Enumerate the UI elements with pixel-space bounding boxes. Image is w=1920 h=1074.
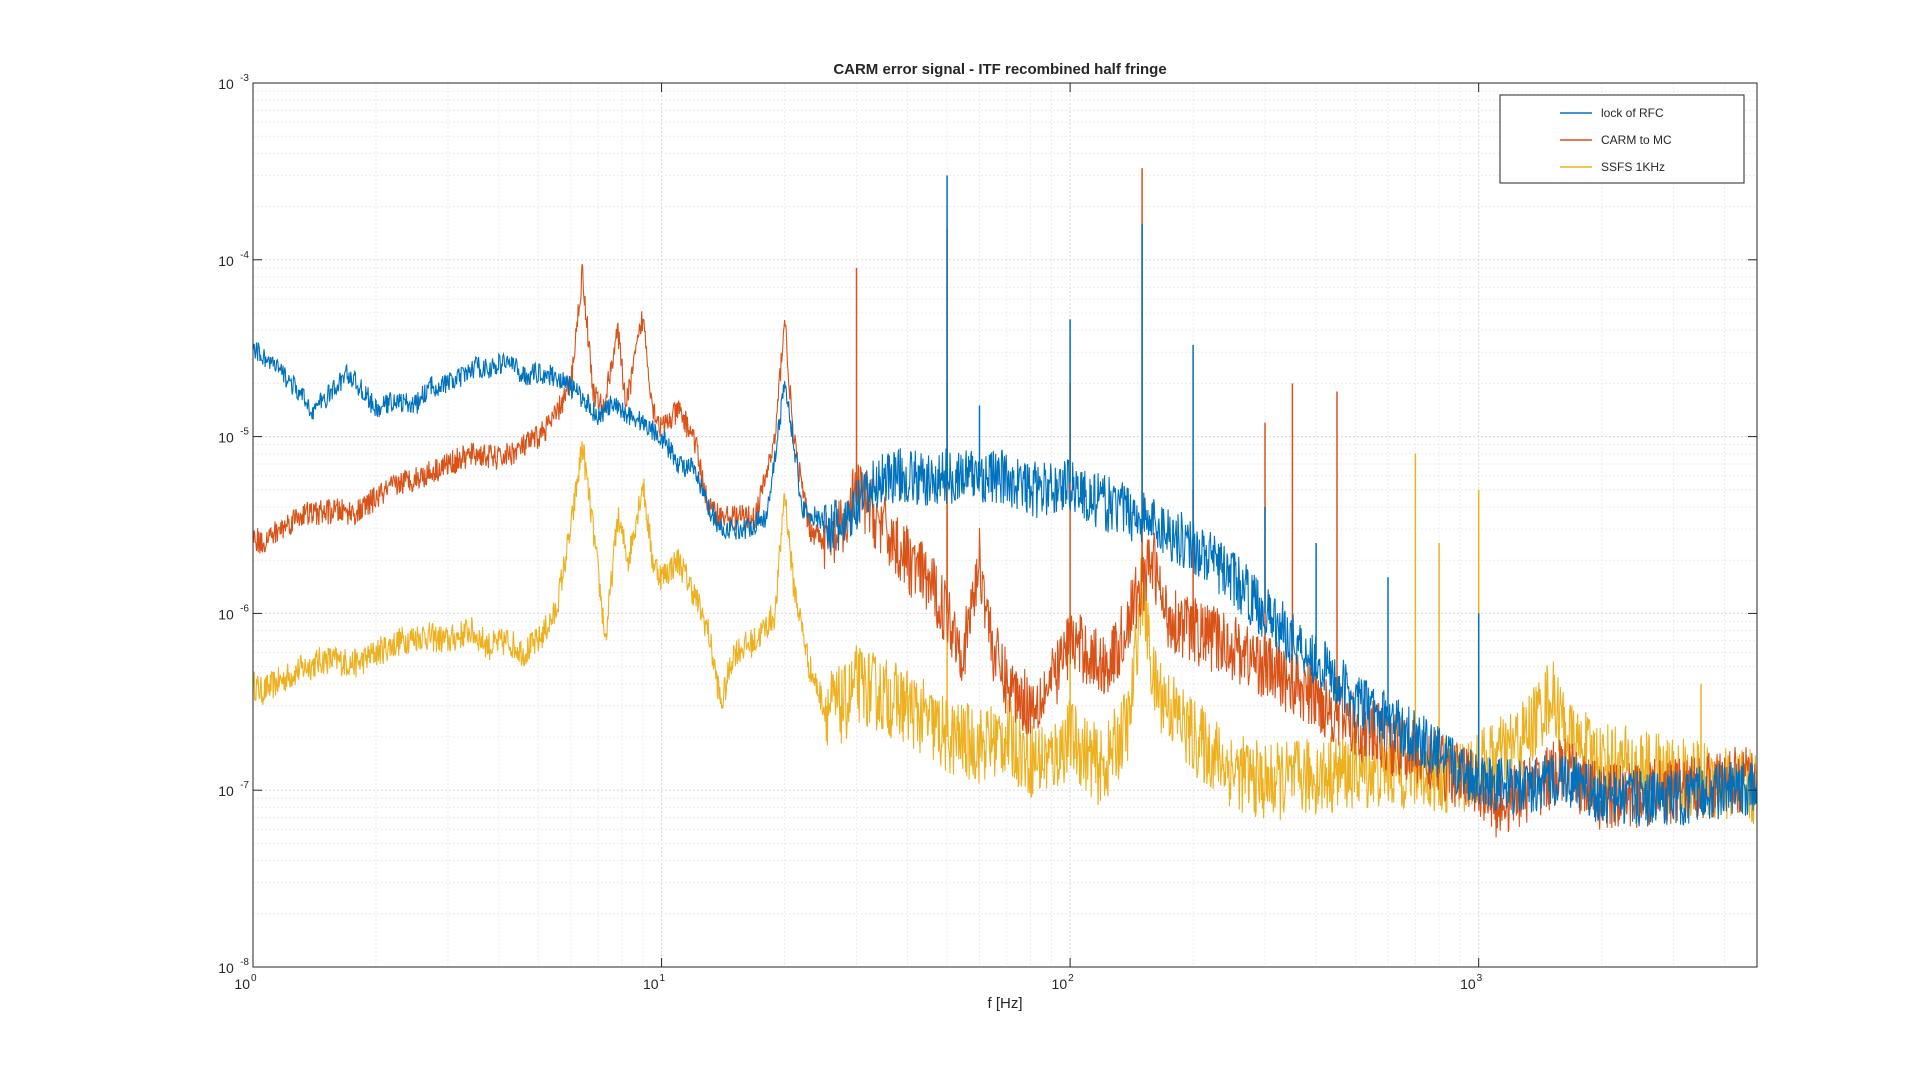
y-tick-exponent: -3 [240, 73, 249, 84]
x-axis-label: f [Hz] [987, 995, 1022, 1012]
x-tick-exponent: 0 [251, 973, 257, 984]
legend-entry: SSFS 1KHz [1560, 160, 1665, 174]
x-tick-labels: 10 0 10 1 10 2 10 3 [234, 973, 1482, 992]
y-tick-base: 10 [218, 606, 234, 622]
y-tick-exponent: -5 [240, 427, 249, 438]
x-tick-exponent: 2 [1068, 973, 1074, 984]
x-tick-label: 10 1 [643, 973, 666, 992]
y-tick-label: -8 10 [218, 957, 249, 976]
plot-area [252, 82, 1758, 968]
axes-background [253, 83, 1757, 967]
x-tick-exponent: 1 [660, 973, 666, 984]
legend: lock of RFC CARM to MC SSFS 1KHz [1499, 94, 1745, 184]
y-tick-label: -5 10 [218, 427, 249, 446]
x-tick-base: 10 [234, 976, 250, 992]
y-tick-exponent: -7 [240, 780, 249, 791]
legend-entry: CARM to MC [1560, 133, 1672, 147]
x-tick-exponent: 3 [1477, 973, 1483, 984]
legend-box [1499, 94, 1745, 184]
chart-title: CARM error signal - ITF recombined half … [833, 61, 1166, 78]
x-tick-label: 10 0 [234, 973, 257, 992]
y-tick-exponent: -4 [240, 250, 249, 261]
y-tick-base: 10 [218, 783, 234, 799]
series-line [252, 342, 1758, 827]
y-tick-base: 10 [218, 253, 234, 269]
y-tick-exponent: -8 [240, 957, 249, 968]
legend-label: CARM to MC [1601, 133, 1672, 147]
y-tick-base: 10 [218, 76, 234, 92]
y-tick-label: -6 10 [218, 603, 249, 622]
x-tick-label: 10 2 [1052, 973, 1075, 992]
axes-box [252, 82, 1758, 968]
y-tick-base: 10 [218, 960, 234, 976]
legend-label: SSFS 1KHz [1601, 160, 1665, 174]
x-tick-base: 10 [643, 976, 659, 992]
legend-entry: lock of RFC [1560, 106, 1664, 120]
x-tick-base: 10 [1460, 976, 1476, 992]
series-line [252, 441, 1758, 825]
series-group [252, 168, 1758, 838]
x-tick-base: 10 [1052, 976, 1068, 992]
y-tick-label: -4 10 [218, 250, 249, 269]
legend-label: lock of RFC [1601, 106, 1664, 120]
x-tick-label: 10 3 [1460, 973, 1483, 992]
y-tick-base: 10 [218, 430, 234, 446]
ticks [252, 82, 1757, 968]
y-tick-labels: -8 10 -7 10 -6 10 -5 10 -4 10 -3 10 [218, 73, 249, 976]
y-tick-exponent: -6 [240, 603, 249, 614]
y-tick-label: -3 10 [218, 73, 249, 92]
y-tick-label: -7 10 [218, 780, 249, 799]
